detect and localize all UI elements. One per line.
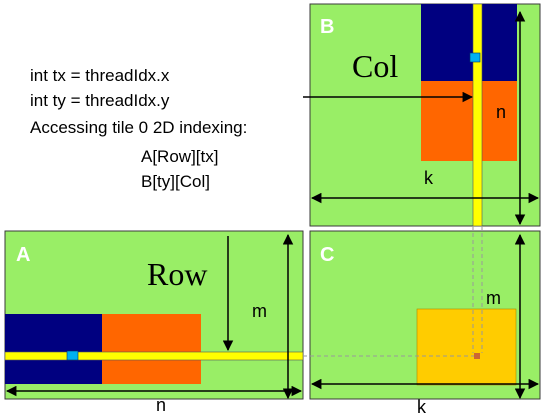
matrix-a-element-marker <box>66 350 79 361</box>
matrix-c-width-label: k <box>417 397 427 417</box>
matrix-c-result-element <box>474 353 480 359</box>
matrix-a-tile-0 <box>5 314 102 384</box>
matrix-a-row-highlight <box>4 351 304 361</box>
matrix-a-tile-1 <box>102 314 201 384</box>
matrix-a-width-label: n <box>156 395 166 415</box>
matrix-a: A Row m n <box>4 230 304 415</box>
code-line-b-index: B[ty][Col] <box>141 172 210 191</box>
matrix-b-width-label: k <box>424 168 434 188</box>
matrix-a-label: A <box>16 244 30 266</box>
matrix-b-column-highlight <box>472 3 483 227</box>
matrix-c: C m k <box>309 230 541 417</box>
row-label: Row <box>147 256 207 292</box>
code-line-heading: Accessing tile 0 2D indexing: <box>30 118 248 137</box>
code-line-a-index: A[Row][tx] <box>141 147 219 166</box>
matrix-b: B Col n k <box>309 3 541 227</box>
matrix-c-label: C <box>320 244 334 266</box>
matrix-b-label: B <box>320 16 334 38</box>
matrix-b-height-label: n <box>496 102 506 122</box>
matrix-c-height-label: m <box>486 288 501 308</box>
matrix-c-result-tile <box>416 308 517 386</box>
code-line-ty: int ty = threadIdx.y <box>30 91 170 110</box>
matrix-a-height-label: m <box>252 301 267 321</box>
col-label: Col <box>352 48 398 84</box>
code-line-tx: int tx = threadIdx.x <box>30 66 170 85</box>
matrix-b-element-marker <box>469 52 481 63</box>
matrix-b-tile-0 <box>421 4 517 81</box>
